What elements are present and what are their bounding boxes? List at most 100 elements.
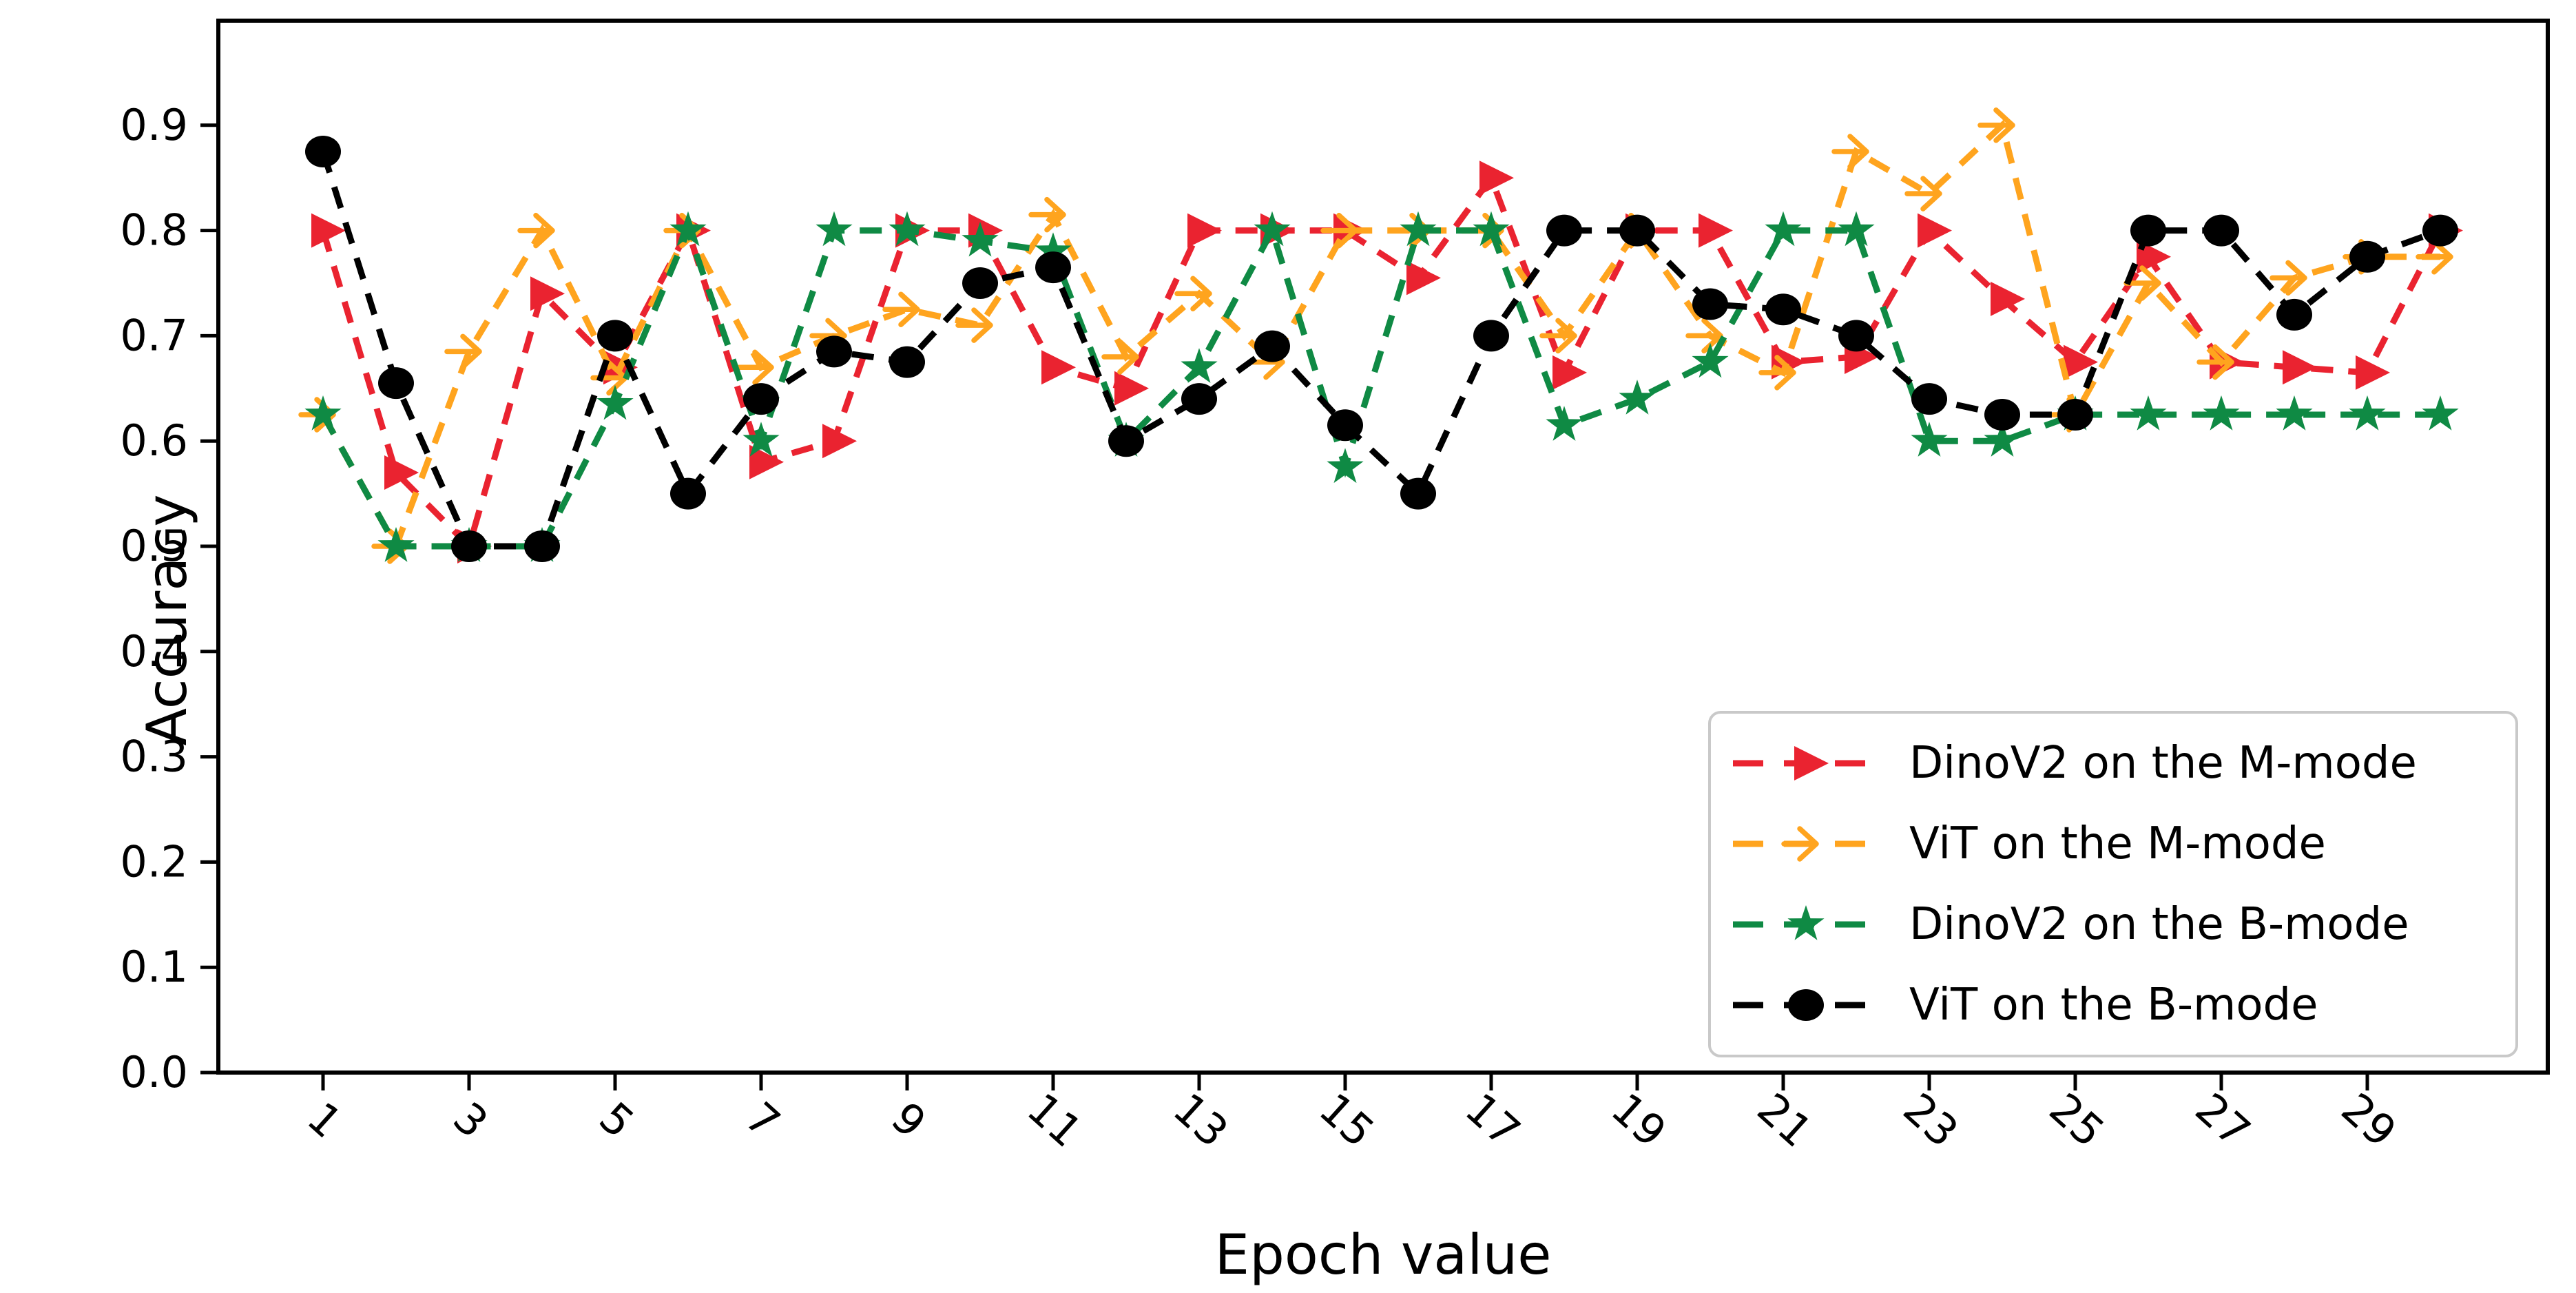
- legend-sample-triangle-right-icon: [1733, 746, 1879, 781]
- star-marker: [1838, 211, 1875, 247]
- y-tick-label: 0.6: [120, 415, 188, 466]
- triangle-right-marker: [1114, 371, 1149, 406]
- tri-right-marker: [2196, 344, 2234, 380]
- star-marker: [2203, 395, 2240, 431]
- circle-marker: [1911, 383, 1947, 415]
- circle-marker: [962, 267, 998, 299]
- legend-label: ViT on the M-mode: [1909, 818, 2326, 870]
- legend-row-dinov2-b: DinoV2 on the B-mode: [1729, 886, 2509, 963]
- circle-marker: [1838, 320, 1874, 352]
- legend-label: DinoV2 on the M-mode: [1909, 738, 2417, 789]
- star-marker: [2276, 395, 2313, 431]
- circle-marker: [1108, 425, 1144, 457]
- x-tick-label: 25: [2040, 1083, 2114, 1157]
- y-tick-label: 0.3: [120, 732, 188, 782]
- triangle-right-marker: [1479, 161, 1514, 196]
- y-tick-label: 0.4: [120, 626, 188, 676]
- x-tick-label: 17: [1456, 1083, 1530, 1157]
- y-axis-title: Accuracy: [135, 494, 200, 746]
- x-tick-label: 27: [2186, 1083, 2260, 1157]
- tri-right-marker: [1101, 339, 1139, 375]
- triangle-right-marker: [1699, 213, 1733, 248]
- circle-marker: [2349, 240, 2385, 273]
- circle-marker: [2203, 214, 2239, 247]
- circle-marker: [1254, 330, 1290, 362]
- tri-right-marker: [882, 291, 920, 327]
- star-marker: [1765, 211, 1802, 247]
- triangle-right-marker: [311, 213, 346, 248]
- triangle-right-marker: [749, 444, 784, 479]
- circle-marker: [816, 335, 852, 368]
- x-tick-label: 15: [1310, 1083, 1384, 1157]
- x-tick-label: 23: [1894, 1083, 1968, 1157]
- y-tick-label: 0.1: [120, 942, 188, 992]
- circle-marker: [2422, 214, 2458, 247]
- y-tick-label: 0.8: [120, 205, 188, 256]
- series-line: [320, 119, 2440, 554]
- circle-marker: [1765, 293, 1801, 326]
- circle-marker: [2130, 214, 2166, 247]
- legend-sample-star-icon: [1733, 904, 1879, 940]
- y-tick-label: 0.2: [120, 836, 188, 887]
- legend-row-dinov2-m: DinoV2 on the M-mode: [1729, 725, 2509, 802]
- star-marker: [1181, 348, 1218, 383]
- triangle-right-marker: [1406, 260, 1441, 296]
- tri-right-marker: [1174, 276, 1212, 312]
- tri-right-marker: [444, 333, 482, 370]
- tri-right-marker: [1320, 212, 1358, 249]
- x-tick-label: 9: [882, 1093, 935, 1148]
- tri-right-marker: [1781, 826, 1819, 862]
- circle-marker: [1788, 989, 1824, 1021]
- circle-marker: [597, 320, 633, 352]
- star-marker: [2349, 395, 2386, 431]
- star-marker: [1254, 211, 1291, 247]
- triangle-right-marker: [1991, 281, 2025, 316]
- series-line: [320, 222, 2440, 550]
- triangle-right-marker: [1041, 350, 1076, 385]
- star-marker: [669, 211, 707, 247]
- triangle-right-marker: [1552, 355, 1587, 390]
- circle-marker: [1619, 214, 1655, 247]
- tri-right-marker: [1758, 355, 1796, 391]
- y-axis-ticks: 0.0 0.1 0.2 0.3 0.4 0.5 0.6 0.7 0.8 0.9: [120, 100, 218, 1097]
- triangle-right-marker: [2356, 355, 2390, 390]
- star-marker: [1619, 380, 1656, 415]
- x-tick-label: 29: [2332, 1083, 2406, 1157]
- star-marker: [596, 384, 634, 420]
- star-marker: [377, 527, 415, 562]
- triangle-right-marker: [2137, 239, 2171, 274]
- tri-right-marker: [1685, 318, 1723, 354]
- y-tick-label: 0.0: [120, 1047, 188, 1097]
- x-tick-label: 3: [444, 1093, 497, 1148]
- star-marker: [2130, 395, 2167, 431]
- star-marker: [742, 422, 780, 457]
- x-axis-title: Epoch value: [1214, 1223, 1552, 1287]
- star-marker: [816, 211, 853, 247]
- legend-sample-circle-icon: [1733, 989, 1879, 1021]
- circle-marker: [378, 367, 414, 400]
- x-tick-label: 11: [1018, 1083, 1092, 1157]
- tri-right-marker: [1831, 134, 1869, 169]
- triangle-right-marker: [2064, 344, 2098, 380]
- star-marker: [889, 211, 926, 247]
- star-marker: [1473, 211, 1510, 247]
- star-marker: [304, 395, 342, 431]
- tri-right-marker: [1977, 107, 2015, 143]
- y-tick-label: 0.9: [120, 100, 188, 150]
- circle-marker: [1181, 383, 1217, 415]
- circle-marker: [1984, 399, 2020, 431]
- circle-marker: [1327, 409, 1363, 442]
- star-marker: [1400, 211, 1437, 247]
- circle-marker: [2276, 298, 2312, 331]
- circle-marker: [305, 136, 341, 167]
- tri-right-marker: [736, 349, 774, 385]
- legend-row-vit-b: ViT on the B-mode: [1729, 966, 2509, 1044]
- circle-marker: [1400, 477, 1436, 510]
- y-tick-label: 0.5: [120, 521, 188, 571]
- star-marker: [1546, 406, 1583, 441]
- circle-marker: [670, 477, 706, 510]
- tri-right-marker: [1028, 196, 1066, 233]
- x-axis-ticks: 1 3 5 7 9 11 13 15 17 19 21 23 25 27 29: [298, 1073, 2406, 1157]
